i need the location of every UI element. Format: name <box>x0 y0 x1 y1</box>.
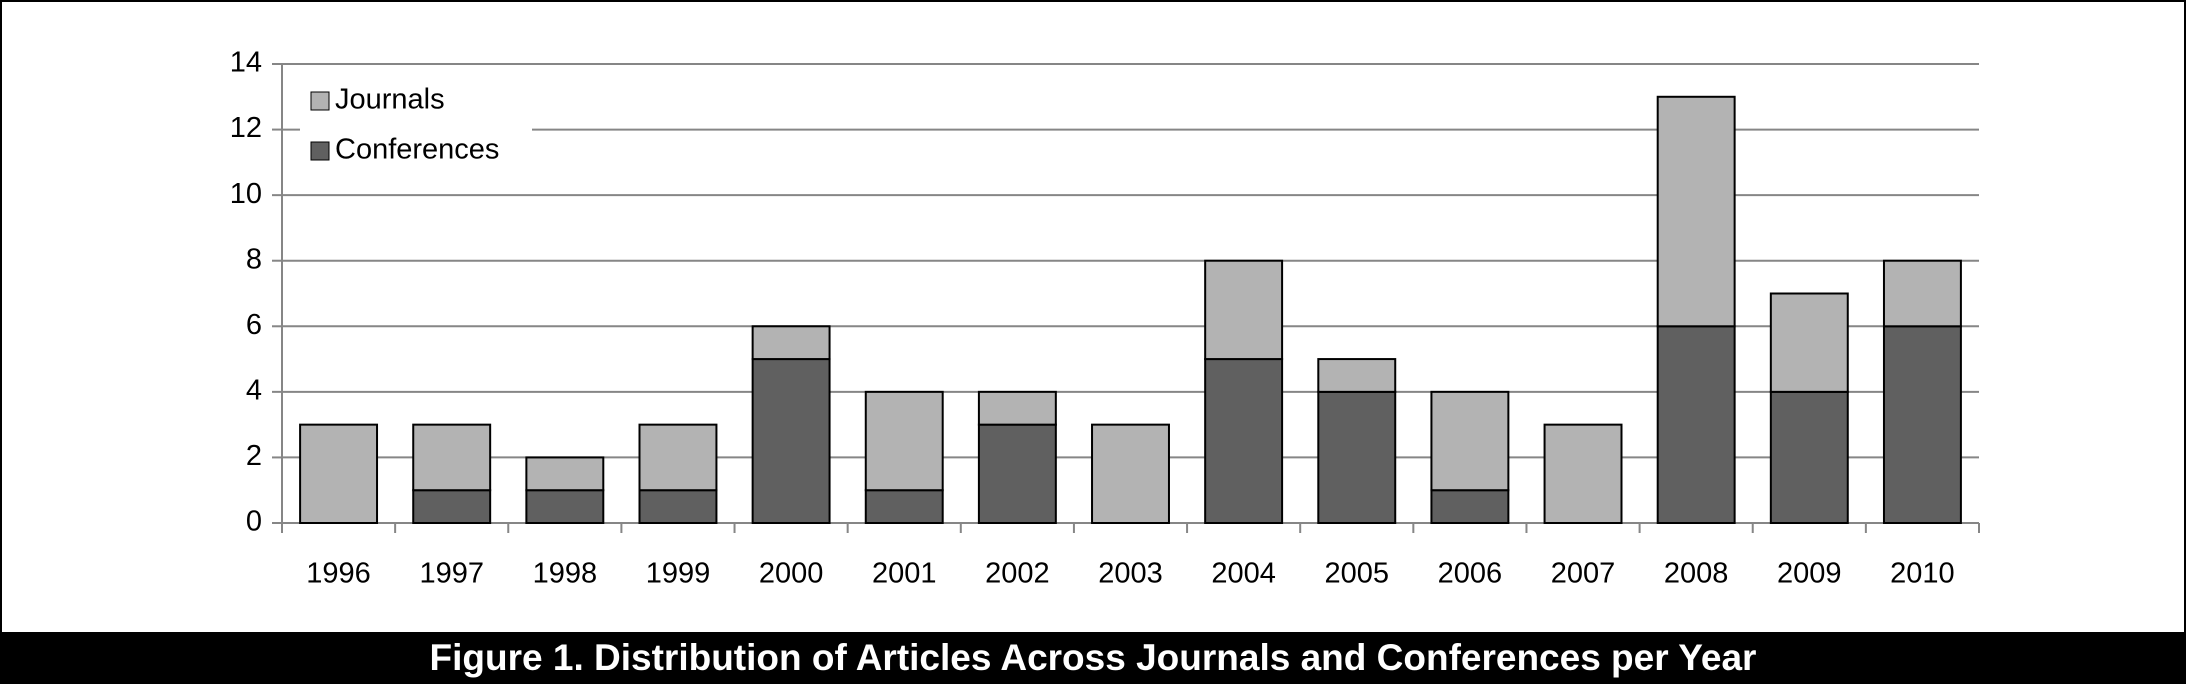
y-tick-label: 0 <box>246 506 262 538</box>
y-tick-label: 12 <box>230 112 262 144</box>
x-tick-label: 2004 <box>1211 558 1276 590</box>
x-tick-label: 2001 <box>872 558 937 590</box>
x-tick-label: 2003 <box>1098 558 1163 590</box>
legend-swatch <box>310 91 330 111</box>
bar-segment <box>977 423 1057 524</box>
x-tick-label: 2010 <box>1890 558 1955 590</box>
bar-segment <box>1769 292 1849 393</box>
x-tick-label: 2002 <box>985 558 1050 590</box>
bar-segment <box>1543 423 1623 524</box>
x-tick-label: 2008 <box>1664 558 1729 590</box>
legend-swatch <box>310 141 330 161</box>
bar-segment <box>1656 95 1736 328</box>
y-tick-label: 8 <box>246 243 262 275</box>
bar-segment <box>638 489 718 525</box>
legend-label: Journals <box>335 84 445 116</box>
bar-segment <box>1882 259 1962 328</box>
bar-segment <box>525 456 605 492</box>
x-tick-label: 2000 <box>759 558 824 590</box>
bar-segment <box>864 489 944 525</box>
y-tick-label: 14 <box>230 47 262 79</box>
bar-segment <box>751 325 831 361</box>
bar-segment <box>1769 390 1849 524</box>
bar-segment <box>977 390 1057 426</box>
x-tick-label: 2006 <box>1438 558 1503 590</box>
bar-segment <box>1882 325 1962 524</box>
bar-segment <box>1091 423 1170 524</box>
bar-segment <box>1430 489 1510 525</box>
x-tick-label: 2009 <box>1777 558 1842 590</box>
caption-bar <box>0 632 2186 684</box>
x-tick-label: 2005 <box>1325 558 1390 590</box>
y-tick-label: 6 <box>246 309 262 341</box>
legend-label: Conferences <box>335 134 499 166</box>
bar-segment <box>412 489 492 525</box>
bar-segment <box>1317 390 1397 524</box>
legend-box <box>300 78 532 176</box>
x-tick-label: 1998 <box>533 558 598 590</box>
bar-segment <box>864 390 944 492</box>
y-tick-label: 4 <box>246 375 262 407</box>
x-tick-label: 2007 <box>1551 558 1616 590</box>
bar-segment <box>1204 358 1284 525</box>
y-tick-label: 10 <box>230 178 262 210</box>
x-tick-label: 1999 <box>646 558 711 590</box>
bar-segment <box>1430 390 1510 492</box>
bar-segment <box>1656 325 1736 524</box>
y-tick-label: 2 <box>246 440 262 472</box>
bar-segment <box>1317 358 1397 393</box>
bar-segment <box>751 358 831 525</box>
bar-segment <box>525 489 605 525</box>
bar-segment <box>638 423 718 492</box>
bar-segment <box>299 423 379 524</box>
x-tick-label: 1996 <box>306 558 371 590</box>
bar-segment <box>412 423 492 492</box>
bar-segment <box>1204 259 1284 361</box>
chart-title: Figure 1. Distribution of Articles Acros… <box>430 637 1757 678</box>
x-tick-label: 1997 <box>419 558 484 590</box>
